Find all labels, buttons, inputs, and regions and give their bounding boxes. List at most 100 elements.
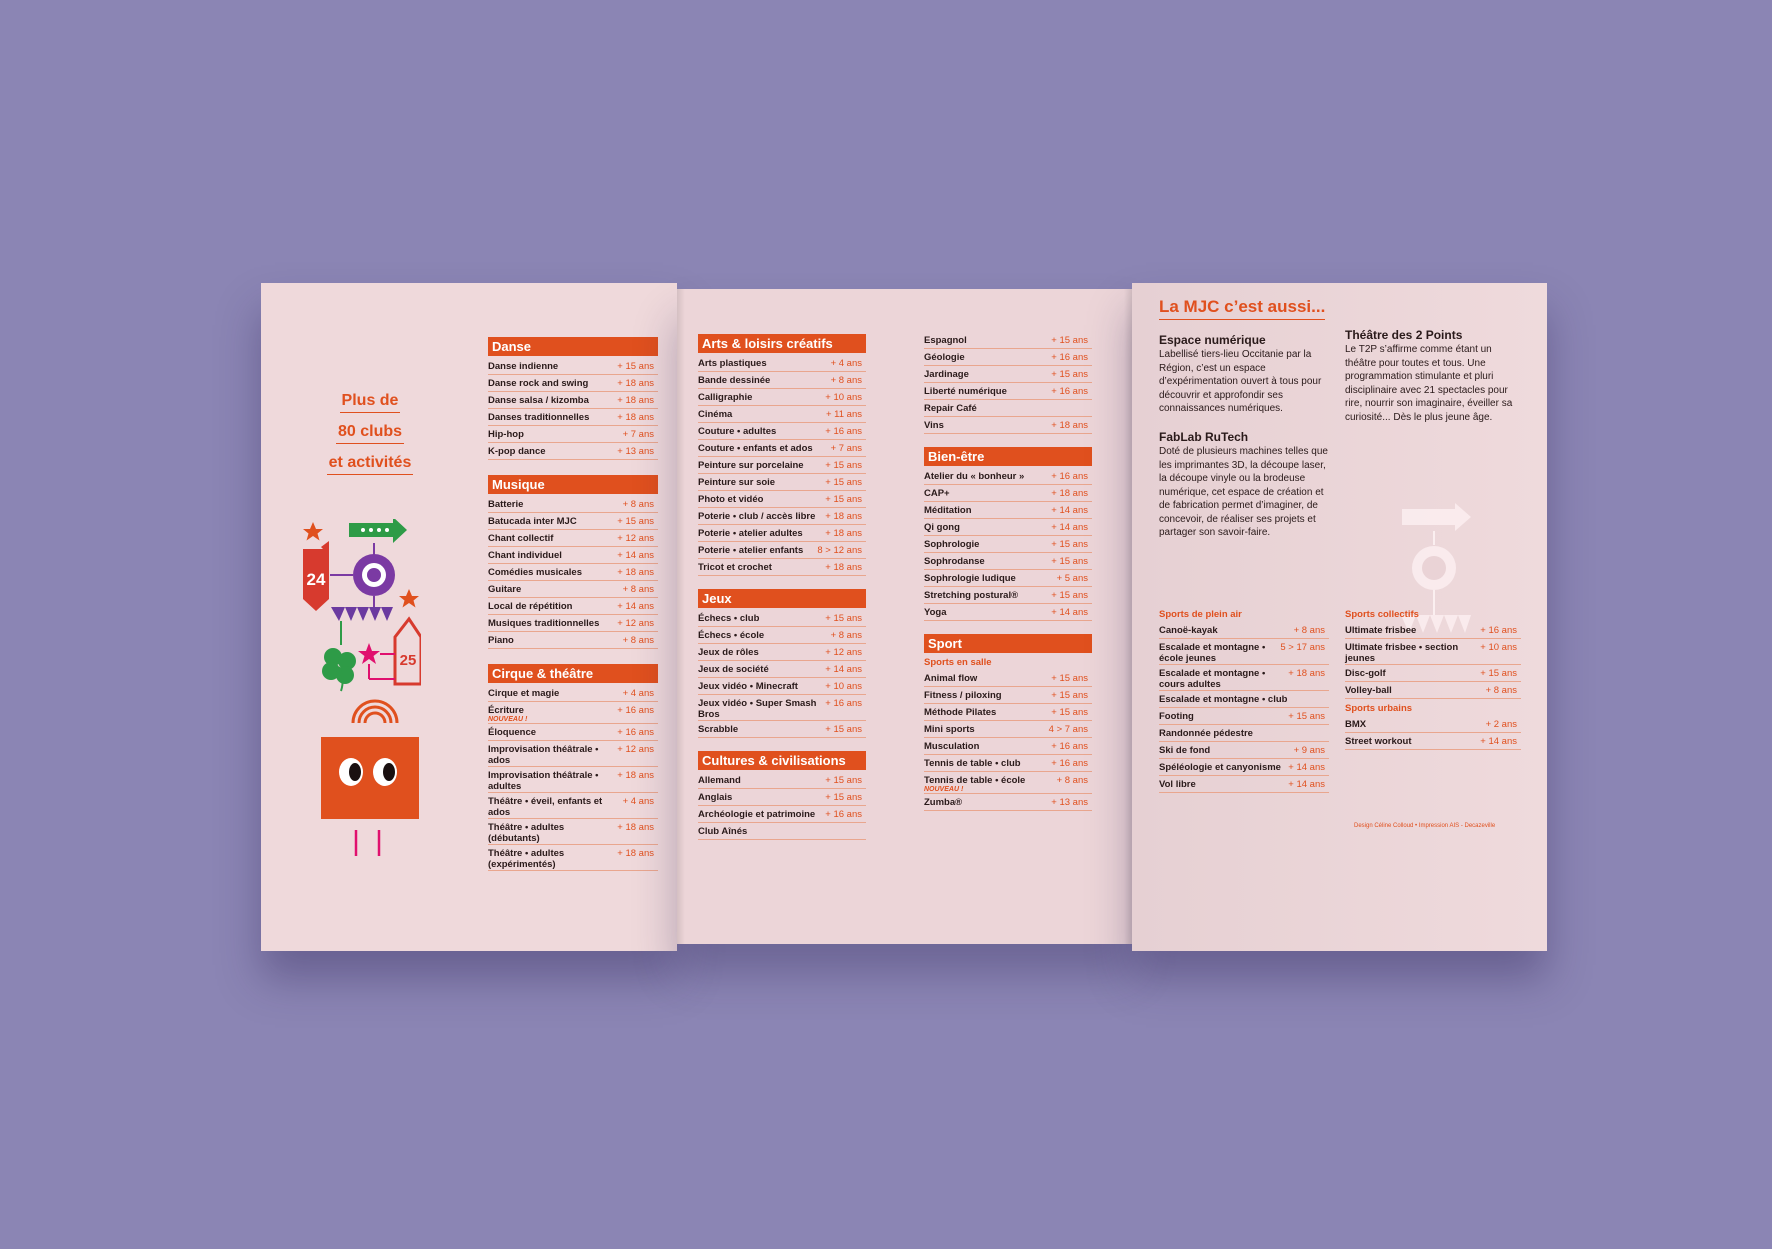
activity-name: Stretching postural® [924, 590, 1019, 601]
activity-row: Photo et vidéo + 15 ans [698, 491, 866, 508]
activity-row: Sophrologie + 15 ans [924, 536, 1092, 553]
activity-age: + 14 ans [825, 664, 862, 675]
activity-row: Tennis de table • club + 16 ans [924, 755, 1092, 772]
activity-age: + 4 ans [830, 358, 862, 369]
activity-age: + 12 ans [617, 618, 654, 629]
activity-age: 8 > 12 ans [817, 545, 862, 556]
activity-age: + 15 ans [1051, 690, 1088, 701]
activity-age: + 15 ans [1051, 707, 1088, 718]
activity-name: Couture • enfants et ados [698, 443, 813, 454]
activity-name: Randonnée pédestre [1159, 728, 1253, 739]
activity-age: + 18 ans [1288, 668, 1325, 679]
activity-row: Archéologie et patrimoine + 16 ans [698, 806, 866, 823]
pennant-icon [1401, 615, 1471, 633]
activity-age: + 8 ans [1485, 685, 1517, 696]
activity-name: Sophrologie [924, 539, 980, 550]
new-badge: NOUVEAU ! [924, 786, 964, 793]
activity-age: + 18 ans [617, 378, 654, 389]
activity-name: Théâtre • adultes (débutants) [488, 822, 565, 844]
middle-column-1: Arts & loisirs créatifs Arts plastiques + … [698, 329, 866, 848]
activity-age: + 10 ans [1480, 642, 1517, 653]
activity-age: + 10 ans [825, 681, 862, 692]
activity-row: Hip-hop + 7 ans [488, 426, 658, 443]
activity-name: Fitness / piloxing [924, 690, 1002, 701]
activity-row: Sophrodanse + 15 ans [924, 553, 1092, 570]
info-block-text: Labellisé tiers-lieu Occitanie par la Ré… [1159, 349, 1322, 414]
left-panel: Plus de 80 clubs et activités 24 25 [261, 283, 677, 951]
activity-row: Escalade et montagne • cours adultes + 18… [1159, 665, 1329, 691]
activity-name: Hip-hop [488, 429, 524, 440]
activity-name: Batterie [488, 499, 524, 510]
activity-age: + 11 ans [825, 409, 862, 420]
activity-age: + 18 ans [825, 511, 862, 522]
activity-name: Sophrodanse [924, 556, 985, 567]
activity-age: + 18 ans [617, 395, 654, 406]
activity-name: Musculation [924, 741, 980, 752]
section-title: Jeux [698, 589, 866, 608]
activity-row: Improvisation théâtrale • adultes + 18 an… [488, 767, 658, 793]
activity-age: + 18 ans [617, 567, 654, 578]
activity-row: Stretching postural® + 15 ans [924, 587, 1092, 604]
activity-name: Batucada inter MJC [488, 516, 577, 527]
activity-age: + 15 ans [1051, 673, 1088, 684]
activity-row: Jardinage + 15 ans [924, 366, 1092, 383]
activity-row: Repair Café [924, 400, 1092, 417]
eyes-box-icon [321, 737, 419, 819]
activity-row: Sophrologie ludique + 5 ans [924, 570, 1092, 587]
activity-name: Mini sports [924, 724, 975, 735]
activity-name: Tennis de table • club [924, 758, 1021, 769]
activity-name: Couture • adultes [698, 426, 777, 437]
activity-name: Poterie • atelier adultes [698, 528, 803, 539]
middle-panel [677, 289, 1132, 944]
activity-name: Ultimate frisbee [1345, 625, 1417, 636]
activity-row: Allemand + 15 ans [698, 772, 866, 789]
right-panel-title: La MJC c’est aussi... [1159, 297, 1326, 320]
activity-row: CAP+ + 18 ans [924, 485, 1092, 502]
activity-age: + 8 ans [622, 584, 654, 595]
activity-name: Escalade et montagne • cours adultes [1159, 668, 1266, 690]
activity-name: Danse salsa / kizomba [488, 395, 589, 406]
info-block-fablab: FabLab RuTech Doté de plusieurs machines… [1159, 430, 1329, 540]
activity-row: Liberté numérique + 16 ans [924, 383, 1092, 400]
activity-name: Méthode Pilates [924, 707, 997, 718]
activity-name: Échecs • école [698, 630, 765, 641]
activity-age: + 16 ans [1051, 386, 1088, 397]
activity-row: Cirque et magie + 4 ans [488, 685, 658, 702]
activity-row: Musiques traditionnelles + 12 ans [488, 615, 658, 632]
activity-name: Peinture sur soie [698, 477, 776, 488]
activity-name: Jeux de rôles [698, 647, 759, 658]
activity-age: + 16 ans [617, 727, 654, 738]
activity-name: Peinture sur porcelaine [698, 460, 804, 471]
activity-name: Allemand [698, 775, 741, 786]
deco-number: 24 [307, 570, 326, 589]
activity-age: + 9 ans [1293, 745, 1325, 756]
activity-age: + 16 ans [825, 809, 862, 820]
activity-row: Zumba® + 13 ans [924, 794, 1092, 811]
activity-age: + 14 ans [1051, 607, 1088, 618]
activity-row: Danse indienne + 15 ans [488, 358, 658, 375]
section-subtitle: Sports en salle [924, 657, 992, 668]
activity-row: Peinture sur soie + 15 ans [698, 474, 866, 491]
activity-name: BMX [1345, 719, 1367, 730]
star-icon [303, 522, 323, 541]
activity-age: + 14 ans [617, 550, 654, 561]
headline-line: Plus de [339, 390, 401, 413]
activity-name: Piano [488, 635, 514, 646]
activity-age: + 15 ans [617, 361, 654, 372]
decorative-illustration: 24 25 [303, 519, 421, 819]
section-title: Cirque & théâtre [488, 664, 658, 683]
activity-age: + 15 ans [1051, 335, 1088, 346]
right-panel: La MJC c’est aussi... Espace numérique L… [1132, 283, 1547, 951]
activity-name: Poterie • club / accès libre [698, 511, 816, 522]
activity-row: Géologie + 16 ans [924, 349, 1092, 366]
activity-row: Randonnée pédestre [1159, 725, 1329, 742]
activity-name: Géologie [924, 352, 965, 363]
section-title: Cultures & civilisations [698, 751, 866, 770]
activity-row: Street workout + 14 ans [1345, 733, 1521, 750]
activity-name: Chant individuel [488, 550, 562, 561]
activity-age: + 14 ans [1051, 505, 1088, 516]
activity-row: Ultimate frisbee + 16 ans [1345, 622, 1521, 639]
headline-line: 80 clubs [335, 421, 405, 444]
activity-age: + 18 ans [617, 412, 654, 423]
activity-name: Comédies musicales [488, 567, 582, 578]
